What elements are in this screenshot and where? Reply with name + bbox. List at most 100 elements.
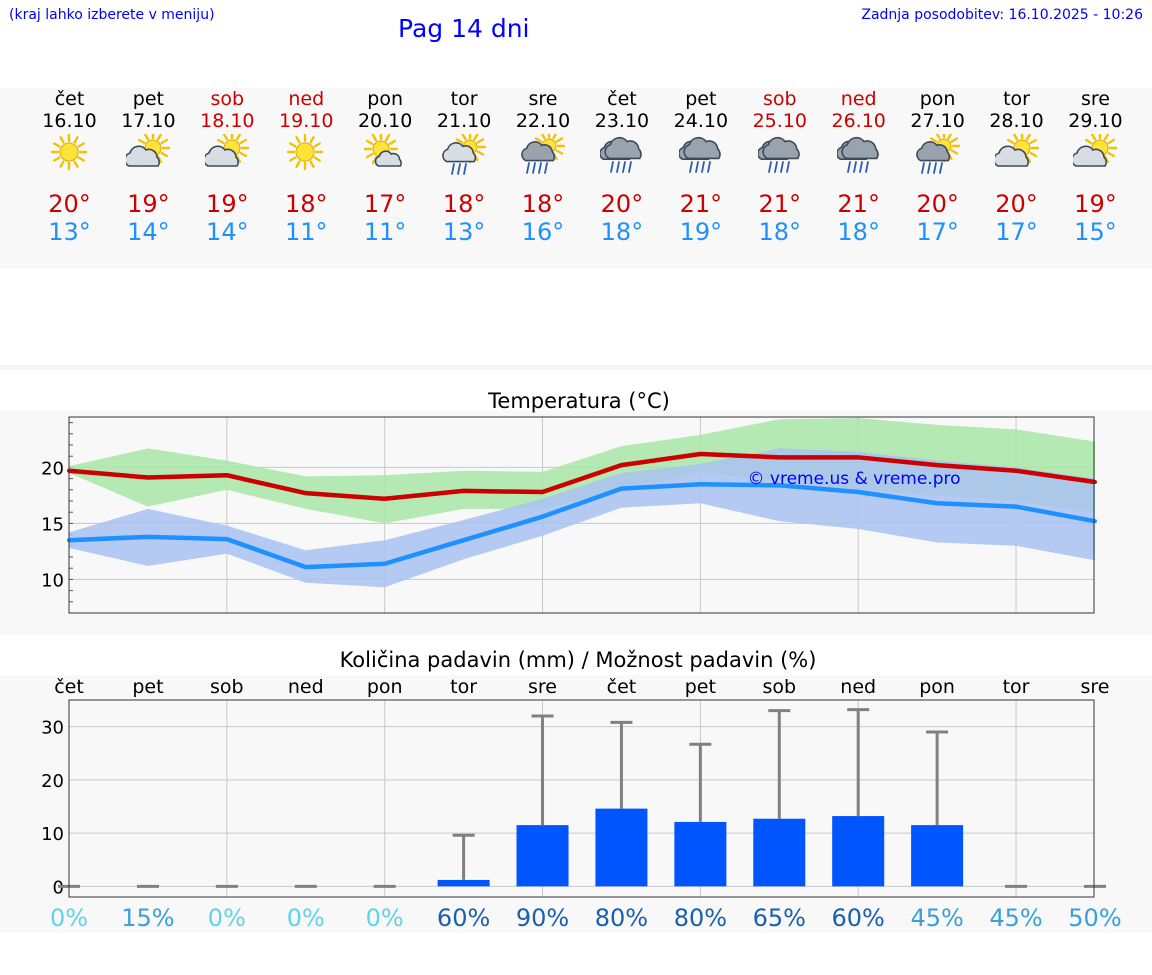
- min-temperature: 13°: [442, 218, 486, 246]
- min-temperature-point: [303, 565, 308, 570]
- day-column: sob 25.10 21° 18°: [740, 88, 819, 246]
- y-tick-label: 10: [41, 570, 64, 591]
- y-tick-label: 20: [41, 458, 64, 479]
- plot-frame: [68, 416, 1095, 614]
- watermark: © vreme.us & vreme.pro: [747, 469, 960, 489]
- max-temperature-point: [382, 496, 387, 501]
- min-temperature: 19°: [679, 218, 723, 246]
- min-temperature-point: [856, 490, 861, 495]
- day-name: čet: [54, 88, 85, 110]
- min-temperature: 11°: [284, 218, 328, 246]
- x-category-label: sre: [528, 676, 557, 698]
- min-temperature-range-band: [69, 448, 1095, 588]
- x-category-label: čet: [607, 676, 637, 698]
- min-temperature: 17°: [995, 218, 1038, 246]
- day-column: sre 22.10 18° 16°: [504, 88, 583, 246]
- day-column: čet 23.10 20° 18°: [582, 88, 661, 246]
- max-temperature: 19°: [127, 190, 170, 218]
- precipitation-probability-label: 65%: [753, 904, 806, 932]
- min-temperature-point: [145, 534, 150, 539]
- sun-cloud-light-rain-icon: [442, 134, 487, 175]
- min-temperature: 13°: [48, 218, 91, 246]
- day-name: pon: [919, 88, 956, 110]
- partly-cloudy-icon: [994, 134, 1039, 167]
- max-temperature-point: [1014, 468, 1019, 473]
- day-date: 23.10: [594, 110, 650, 132]
- precipitation-probability-label: 60%: [832, 904, 885, 932]
- page-title: Pag 14 dni: [398, 14, 530, 43]
- day-name: sre: [1080, 88, 1110, 110]
- sun-cloud-rain-icon: [915, 134, 960, 174]
- max-temperature-point: [856, 455, 861, 460]
- max-temperature-range-band: [69, 418, 1095, 524]
- min-temperature-point: [382, 561, 387, 566]
- day-date: 20.10: [357, 110, 413, 132]
- day-column: tor 21.10 18° 13°: [425, 88, 504, 246]
- day-name: tor: [450, 88, 478, 110]
- min-temperature: 17°: [916, 218, 959, 246]
- day-column: tor 28.10 20° 17°: [977, 88, 1056, 246]
- partly-cloudy-icon: [205, 134, 250, 167]
- max-temperature-point: [777, 455, 782, 460]
- min-temperature: 14°: [127, 218, 170, 246]
- sun-small-cloud-icon: [363, 134, 403, 167]
- max-temperature: 21°: [837, 190, 880, 218]
- max-temperature: 20°: [600, 190, 644, 218]
- min-temperature-line: [68, 481, 1096, 570]
- precipitation-probability-label: 80%: [674, 904, 727, 932]
- max-temperature: 18°: [284, 190, 328, 218]
- day-name: pet: [685, 88, 717, 110]
- last-updated: Zadnja posodobitev: 16.10.2025 - 10:26: [861, 7, 1143, 23]
- y-tick-label: 15: [41, 514, 64, 535]
- temperature-chart-title: Temperatura (°C): [487, 389, 670, 413]
- day-column: pet 24.10 21° 19°: [661, 88, 740, 246]
- section-divider: [0, 365, 1152, 370]
- min-temperature: 14°: [206, 218, 249, 246]
- x-category-label: sob: [762, 676, 796, 698]
- max-temperature: 19°: [1074, 190, 1117, 218]
- day-name: pet: [132, 88, 164, 110]
- min-temperature: 11°: [363, 218, 407, 246]
- min-temperature-point: [461, 538, 466, 543]
- day-date: 27.10: [910, 110, 965, 132]
- min-temperature-point: [935, 501, 940, 506]
- x-category-label: pet: [685, 676, 716, 698]
- precipitation-bar: [595, 808, 648, 887]
- precipitation-probability-label: 0%: [50, 904, 88, 932]
- x-category-label: pon: [367, 676, 403, 698]
- max-temperature-point: [145, 475, 150, 480]
- location-hint: (kraj lahko izberete v meniju): [9, 7, 215, 23]
- day-name: sob: [762, 88, 797, 110]
- max-temperature: 21°: [679, 190, 723, 218]
- precipitation-probability-label: 50%: [1068, 904, 1121, 932]
- min-temperature-point: [1014, 504, 1019, 509]
- max-temperature-point: [935, 463, 940, 468]
- precipitation-probability-label: 0%: [287, 904, 325, 932]
- precipitation-bar: [832, 816, 885, 887]
- precipitation-bar: [437, 879, 490, 887]
- precipitation-probability-label: 90%: [516, 904, 569, 932]
- day-column: sre 29.10 19° 15°: [1056, 88, 1135, 246]
- x-category-label: ned: [840, 676, 876, 698]
- precipitation-bar: [516, 825, 569, 887]
- day-name: sre: [528, 88, 558, 110]
- day-date: 19.10: [279, 110, 334, 132]
- precipitation-probability-label: 80%: [595, 904, 648, 932]
- x-category-label: sre: [1080, 676, 1109, 698]
- day-name: ned: [840, 88, 877, 110]
- min-temperature: 18°: [600, 218, 644, 246]
- day-forecast-row: čet 16.10 20° 13° pet 17.10 19° 14° sob 18.10 1…: [0, 88, 1152, 268]
- day-date: 25.10: [752, 110, 807, 132]
- x-category-label: tor: [1003, 676, 1030, 698]
- y-tick-label: 20: [41, 771, 64, 792]
- day-column: sob 18.10 19° 14°: [188, 88, 267, 246]
- min-temperature-point: [777, 483, 782, 488]
- max-temperature-point: [461, 488, 466, 493]
- forecast-band: [0, 88, 1152, 269]
- day-date: 17.10: [121, 110, 176, 132]
- y-tick-label: 10: [41, 824, 64, 845]
- min-temperature-point: [224, 537, 229, 542]
- precipitation-chart-title: Količina padavin (mm) / Možnost padavin …: [340, 648, 817, 672]
- day-date: 24.10: [673, 110, 729, 132]
- x-category-label: ned: [288, 676, 324, 698]
